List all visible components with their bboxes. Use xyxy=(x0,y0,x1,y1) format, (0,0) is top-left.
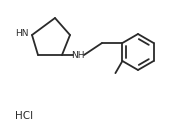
Text: NH: NH xyxy=(71,51,85,59)
Text: HN: HN xyxy=(16,29,29,38)
Text: HCl: HCl xyxy=(15,111,33,121)
